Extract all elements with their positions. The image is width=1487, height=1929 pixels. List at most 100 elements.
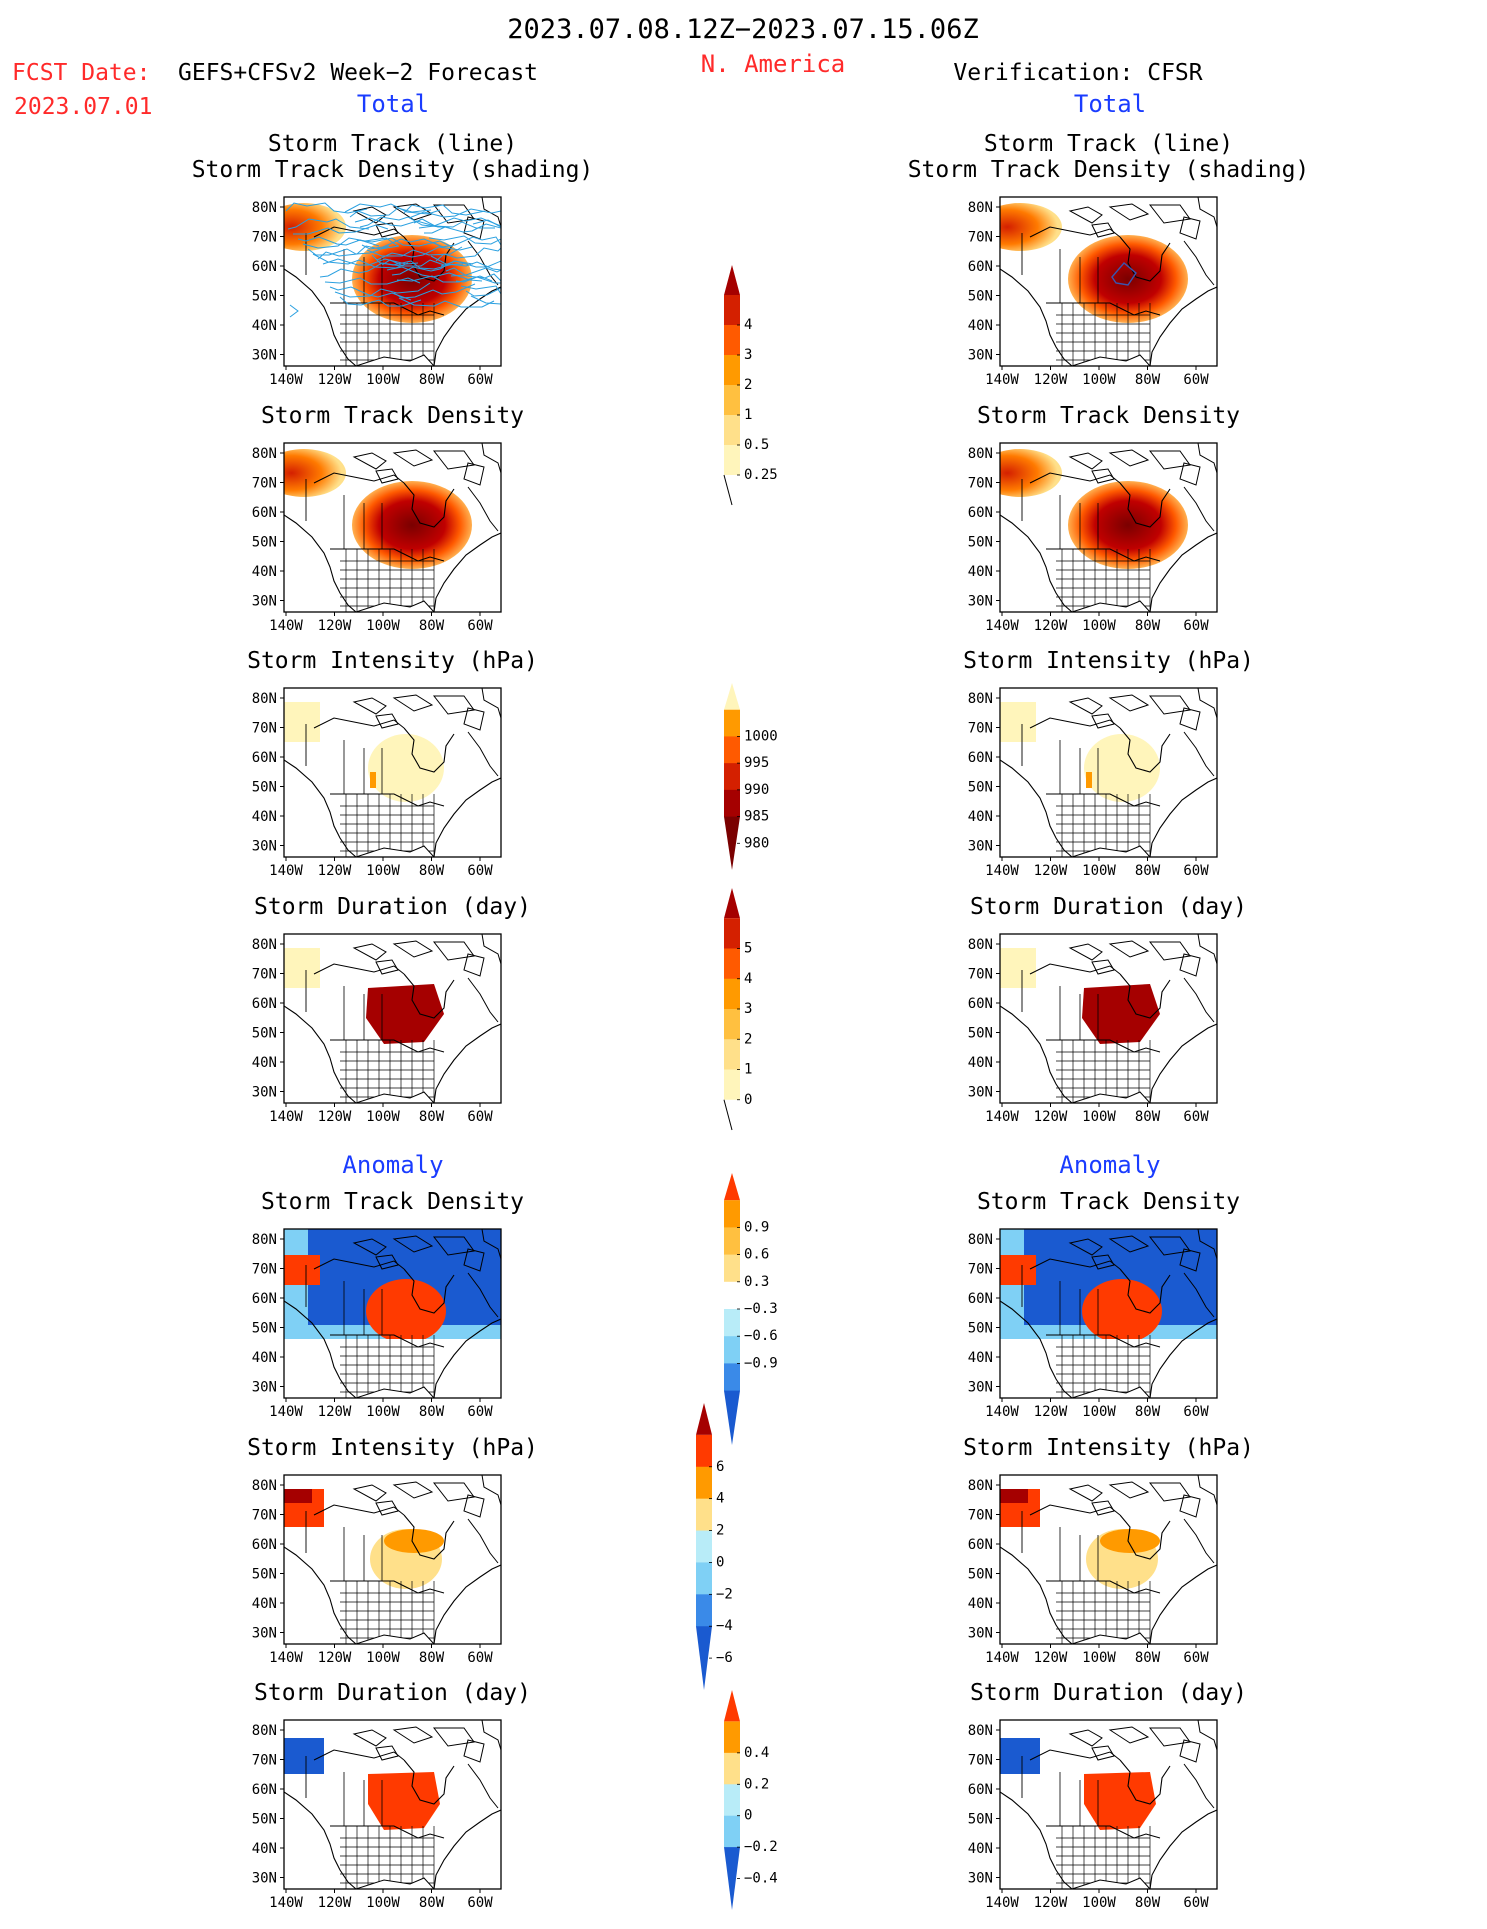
colorbar-segment <box>724 1200 740 1228</box>
lat-tick-label: 80N <box>252 1232 277 1248</box>
colorbar-label: 0.3 <box>744 1274 769 1290</box>
anomaly-label-left: Anomaly <box>342 1151 443 1179</box>
lon-tick-label: 80W <box>1135 618 1161 634</box>
map-frame <box>283 933 502 1104</box>
colorbar-label: 985 <box>744 809 769 825</box>
panel-title: Storm Track Density <box>977 403 1240 429</box>
map-panel-r4-verification: Storm Duration (day) 80N 70N 60N 50N 40N 30N 14… <box>968 894 1247 1125</box>
lat-tick-label: 40N <box>968 1055 993 1071</box>
lat-tick-label: 60N <box>968 1291 993 1307</box>
colorbar-segment <box>696 1466 712 1500</box>
lat-tick-label: 40N <box>252 318 277 334</box>
lat-tick-label: 70N <box>252 721 277 737</box>
lon-tick-label: 60W <box>467 1404 493 1420</box>
map-panel-r6-verification: Storm Intensity (hPa) 80N 70N 60N 50N 40N 30N 1… <box>963 1435 1254 1666</box>
colorbar-segment <box>724 415 740 446</box>
lat-tick-label: 50N <box>968 1812 993 1828</box>
lon-tick-label: 60W <box>1183 618 1209 634</box>
lat-tick-label: 30N <box>252 348 277 364</box>
lon-tick-label: 80W <box>419 863 445 879</box>
lon-tick-label: 100W <box>366 1109 400 1125</box>
colorbar-segment <box>724 1815 740 1848</box>
lat-tick-label: 30N <box>252 1626 277 1642</box>
lon-tick-label: 140W <box>985 1650 1019 1666</box>
lon-tick-label: 100W <box>1082 863 1116 879</box>
colorbar-segment <box>724 709 740 737</box>
lon-tick-label: 100W <box>366 1895 400 1911</box>
map-frame <box>999 1474 1218 1645</box>
lat-tick-label: 80N <box>968 691 993 707</box>
panel-title: Storm Duration (day) <box>970 1680 1247 1706</box>
colorbar-segment <box>724 1309 740 1337</box>
panel-title: Storm Track Density <box>261 1189 524 1215</box>
colorbar-arrow <box>696 1403 712 1435</box>
map-panel-r2-verification: Storm Track Density 80N 70N 60N 50N 40N 30N 140… <box>968 403 1240 634</box>
lon-tick-label: 60W <box>467 618 493 634</box>
colorbar-arrow <box>724 1173 740 1201</box>
lon-tick-label: 100W <box>1082 1895 1116 1911</box>
lat-tick-label: 50N <box>252 1026 277 1042</box>
lon-tick-label: 80W <box>419 1109 445 1125</box>
lon-tick-label: 80W <box>1135 1895 1161 1911</box>
lat-tick-label: 60N <box>968 1537 993 1553</box>
lat-tick-label: 40N <box>968 1841 993 1857</box>
panel-title: Storm Duration (day) <box>254 1680 531 1706</box>
lat-tick-label: 30N <box>252 1871 277 1887</box>
lat-tick-label: 40N <box>252 564 277 580</box>
colorbar-label: 0.2 <box>744 1776 769 1792</box>
panel-title: Storm Intensity (hPa) <box>247 1435 538 1461</box>
lon-tick-label: 80W <box>1135 1404 1161 1420</box>
panel-title: Storm Track Density (shading) <box>192 157 594 183</box>
map-frame <box>999 1228 1218 1399</box>
colorbar-segment <box>724 1752 740 1785</box>
colorbar-segment <box>724 1227 740 1256</box>
colorbar-label: 0 <box>744 1808 752 1824</box>
main-title: 2023.07.08.12Z−2023.07.15.06Z <box>507 14 978 45</box>
lat-tick-label: 40N <box>252 809 277 825</box>
lat-tick-label: 80N <box>968 1232 993 1248</box>
colorbar-label: 2 <box>744 1031 752 1047</box>
lat-tick-label: 50N <box>968 1026 993 1042</box>
colorbar-label: 980 <box>744 835 769 851</box>
lon-tick-label: 60W <box>467 1109 493 1125</box>
lat-tick-label: 30N <box>252 594 277 610</box>
colorbar-segment <box>724 1009 740 1040</box>
lon-tick-label: 140W <box>269 372 303 388</box>
colorbar-anomaly-density: 0.9 0.6 0.3 −0.3 −0.6 −0.9 <box>724 1173 778 1445</box>
lon-tick-label: 100W <box>366 863 400 879</box>
colorbar-segment <box>724 1039 740 1070</box>
lat-tick-label: 50N <box>252 1567 277 1583</box>
map-frame <box>999 1719 1218 1890</box>
panel-title: Storm Intensity (hPa) <box>963 1435 1254 1461</box>
lon-tick-label: 100W <box>1082 372 1116 388</box>
lat-tick-label: 80N <box>968 937 993 953</box>
colorbar-arrow <box>696 1626 712 1690</box>
map-panel-r6-forecast: Storm Intensity (hPa) 80N 70N 60N 50N 40N 30N 1… <box>247 1435 538 1666</box>
lon-tick-label: 60W <box>467 1650 493 1666</box>
colorbar-segment <box>724 789 740 818</box>
lat-tick-label: 40N <box>968 1596 993 1612</box>
lat-tick-label: 30N <box>968 839 993 855</box>
colorbar-label: 6 <box>716 1459 724 1475</box>
lon-tick-label: 120W <box>318 618 352 634</box>
colorbar-total-duration: 5 4 3 2 1 0 <box>723 888 752 1131</box>
lon-tick-label: 80W <box>1135 863 1161 879</box>
lon-tick-label: 60W <box>467 863 493 879</box>
lon-tick-label: 60W <box>1183 1109 1209 1125</box>
colorbar-label: 3 <box>744 1001 752 1017</box>
anomaly-label-right: Anomaly <box>1059 1151 1160 1179</box>
colorbar-label: −0.9 <box>744 1355 778 1371</box>
lat-tick-label: 60N <box>968 1782 993 1798</box>
lon-tick-label: 60W <box>467 1895 493 1911</box>
colorbar-segment <box>724 385 740 416</box>
lon-tick-label: 140W <box>269 618 303 634</box>
map-panel-r1-forecast: Storm Track (line)Storm Track Density (s… <box>192 131 594 388</box>
lat-tick-label: 40N <box>252 1596 277 1612</box>
lon-tick-label: 80W <box>419 1650 445 1666</box>
lon-tick-label: 80W <box>419 1404 445 1420</box>
colorbar-label: 0 <box>744 1092 752 1108</box>
lat-tick-label: 40N <box>252 1841 277 1857</box>
colorbar-label: −0.4 <box>744 1871 778 1887</box>
lon-tick-label: 140W <box>269 1404 303 1420</box>
colorbar-anomaly-intensity: 6 4 2 0 −2 −4 −6 <box>696 1403 733 1690</box>
